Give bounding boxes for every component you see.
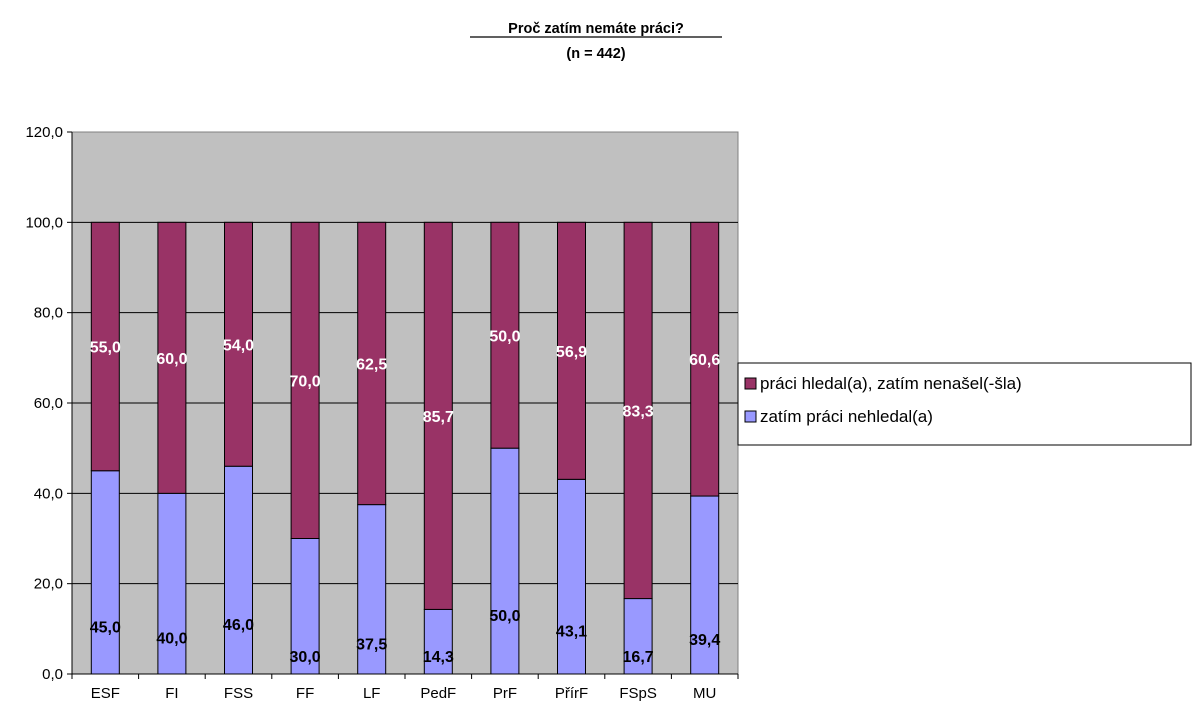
bar-esf-series-2: [90, 221, 120, 472]
bar-lf-series-1: [357, 504, 387, 675]
bar-přírf-series-2: [557, 221, 586, 480]
chart-title: Proč zatím nemáte práci?: [508, 21, 684, 37]
y-tick-label-2: 40,0: [34, 485, 63, 502]
y-tick-label-1: 20,0: [34, 576, 63, 593]
data-label-ff-series-1: 30,0: [290, 649, 321, 666]
x-tick-label-fsps: FSpS: [619, 685, 657, 702]
legend-label-series-1: zatím práci nehledal(a): [760, 407, 933, 426]
bar-esf-series-1: [90, 470, 120, 675]
bar-ff-series-2: [290, 221, 320, 539]
bar-mu-series-2: [690, 221, 720, 497]
y-tick-label-5: 100,0: [25, 214, 63, 231]
legend-label-series-2: práci hledal(a), zatím nenašel(-šla): [760, 374, 1022, 393]
x-tick-label-fi: FI: [165, 685, 178, 702]
bar-prf-series-2: [490, 221, 520, 449]
y-tick-label-4: 80,0: [34, 305, 63, 322]
legend-box: [737, 362, 1192, 446]
x-tick-label-lf: LF: [363, 685, 381, 702]
x-tick-label-pedf: PedF: [420, 685, 456, 702]
x-tick-label-mu: MU: [693, 685, 716, 702]
bar-fss-series-2: [224, 221, 253, 467]
data-label-prf-series-2: 50,0: [489, 328, 520, 345]
legend-swatch-series-1: [744, 410, 757, 423]
data-labels: 45,0 55,0 40,0 60,0 46,0 54,0 30,0 70,0 37,5 62,5…: [90, 328, 721, 666]
data-label-mu-series-1: 39,4: [689, 632, 720, 649]
bar-ff-series-1: [290, 538, 320, 675]
legend-swatch-series-2: [744, 377, 757, 390]
data-label-pedf-series-2: 85,7: [423, 409, 454, 426]
data-label-fss-series-2: 54,0: [223, 337, 254, 354]
x-tick-label-přírf: PřírF: [555, 685, 588, 702]
data-label-pedf-series-1: 14,3: [423, 649, 454, 666]
data-label-mu-series-2: 60,6: [689, 352, 720, 369]
bar-lf-series-2: [357, 221, 387, 506]
data-label-esf-series-2: 55,0: [90, 340, 121, 357]
x-tick-label-esf: ESF: [91, 685, 120, 702]
bar-mu-series-1: [690, 495, 720, 675]
bar-přírf-series-1: [557, 478, 586, 675]
data-label-prf-series-1: 50,0: [489, 608, 520, 625]
x-tick-label-ff: FF: [296, 685, 314, 702]
data-label-lf-series-2: 62,5: [356, 356, 387, 373]
x-tick-label-fss: FSS: [224, 685, 253, 702]
bars: [90, 221, 720, 675]
data-label-ff-series-2: 70,0: [290, 373, 321, 390]
x-tick-label-prf: PrF: [493, 685, 517, 702]
data-label-fi-series-2: 60,0: [156, 351, 187, 368]
chart-subtitle: (n = 442): [566, 46, 625, 62]
bar-fss-series-1: [224, 465, 253, 675]
bar-pedf-series-2: [423, 221, 453, 610]
bar-prf-series-1: [490, 447, 520, 675]
data-label-fss-series-1: 46,0: [223, 617, 254, 634]
y-tick-label-3: 60,0: [34, 395, 63, 412]
bar-fi-series-2: [157, 221, 187, 494]
legend: práci hledal(a), zatím nenašel(-šla) zatí…: [737, 362, 1192, 446]
data-label-esf-series-1: 45,0: [90, 619, 121, 636]
data-label-fsps-series-2: 83,3: [623, 403, 654, 420]
data-label-přírf-series-2: 56,9: [556, 344, 587, 361]
data-label-lf-series-1: 37,5: [356, 636, 387, 653]
bar-fsps-series-2: [623, 221, 653, 600]
x-axis-ticks: ESF FI FSS FF LF PedF PrF PřírF FSpS MU: [71, 674, 739, 702]
data-label-přírf-series-1: 43,1: [556, 624, 587, 641]
data-label-fsps-series-1: 16,7: [623, 649, 654, 666]
data-label-fi-series-1: 40,0: [156, 631, 187, 648]
y-tick-label-0: 0,0: [42, 666, 63, 683]
y-axis-ticks: 0,0 20,0 40,0 60,0 80,0 100,0 120,0: [25, 124, 72, 683]
y-tick-label-6: 120,0: [25, 124, 63, 141]
